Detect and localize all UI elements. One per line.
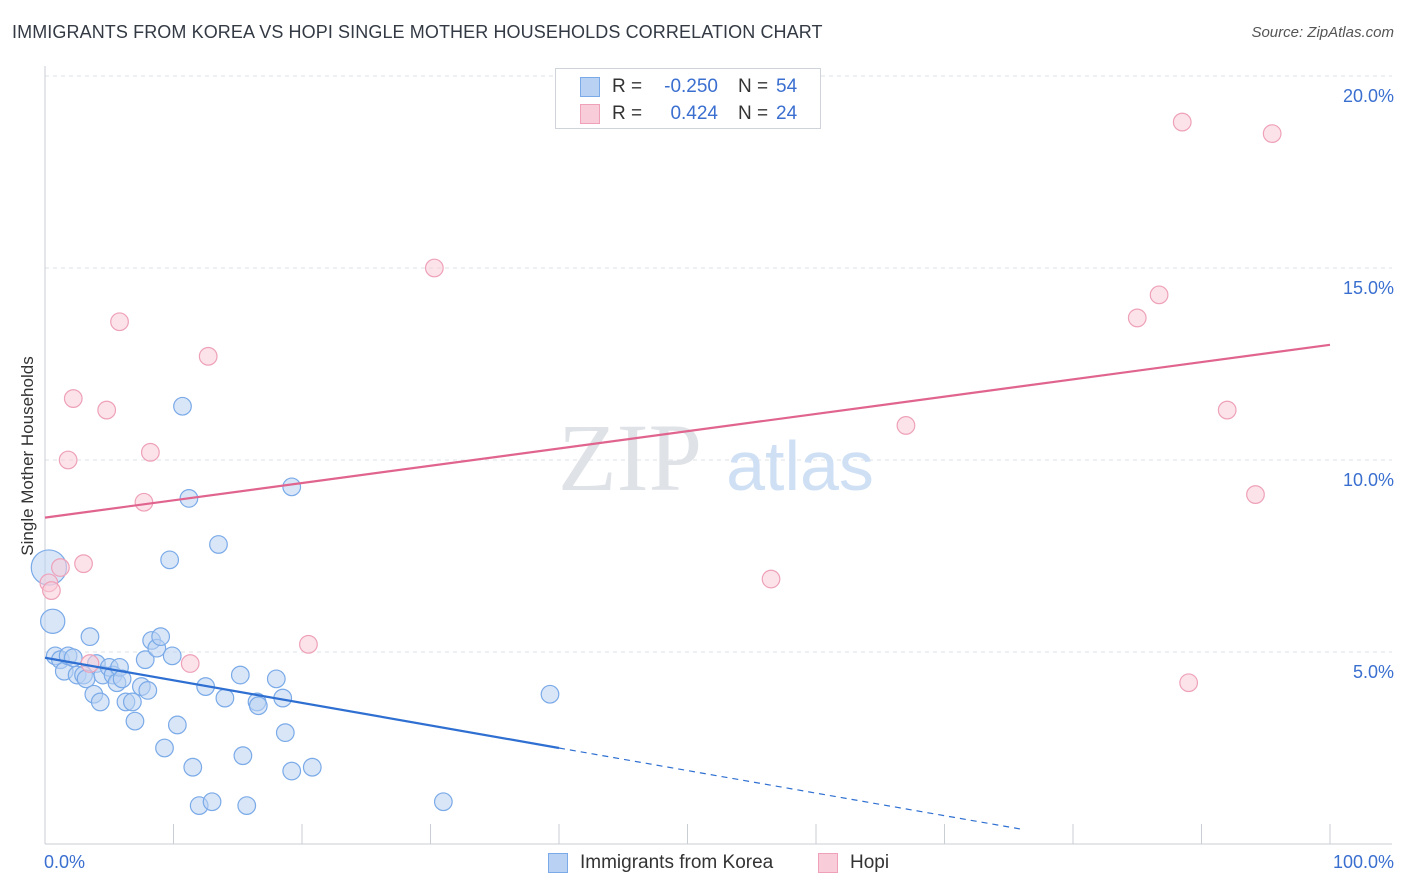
point-korea (160, 550, 180, 570)
point-hopi (1172, 112, 1192, 132)
point-hopi (1127, 308, 1147, 328)
point-hopi (1179, 673, 1199, 693)
series-swatch-korea (548, 853, 568, 873)
axes (44, 66, 1392, 845)
gridlines (45, 75, 1392, 653)
point-korea (90, 692, 110, 712)
watermark-atlas: atlas (726, 427, 874, 505)
point-hopi (1217, 400, 1237, 420)
point-korea (167, 715, 187, 735)
point-korea (138, 681, 158, 700)
series-swatch-hopi (818, 853, 838, 873)
y-tick-label: 15.0% (1342, 278, 1394, 298)
point-korea (209, 535, 228, 554)
point-korea (215, 688, 235, 708)
legend-swatch-hopi (580, 104, 600, 124)
point-hopi (97, 400, 117, 420)
point-korea (40, 608, 66, 634)
point-hopi (299, 634, 318, 654)
trend-line-korea-extension (558, 747, 1022, 830)
point-korea (302, 757, 322, 777)
point-korea (151, 627, 171, 647)
point-hopi (1262, 124, 1282, 144)
point-korea (80, 627, 100, 647)
y-tick-label: 20.0% (1342, 86, 1394, 106)
legend-r-label: R = (612, 103, 643, 124)
trend-line-hopi (44, 343, 1331, 519)
series-legend-hopi[interactable]: Hopi (818, 852, 889, 874)
point-korea (230, 665, 250, 685)
series-legend-korea[interactable]: Immigrants from Korea (548, 852, 773, 874)
point-korea (233, 746, 253, 766)
point-korea (162, 646, 182, 666)
point-korea (125, 711, 145, 731)
point-hopi (1149, 285, 1169, 305)
legend-row-korea: R = -0.250 N = 54 (580, 74, 797, 100)
y-tick-label: 5.0% (1352, 662, 1394, 682)
point-hopi (51, 558, 70, 577)
point-korea (282, 477, 302, 497)
series-name-hopi: Hopi (850, 852, 890, 873)
point-hopi (58, 450, 78, 470)
point-hopi (198, 346, 218, 366)
legend-r-value: 0.424 (670, 103, 718, 124)
point-korea (248, 696, 268, 716)
trend-line-korea (44, 656, 560, 750)
point-korea (112, 669, 132, 689)
chart-source: Source: ZipAtlas.com (1251, 24, 1394, 41)
point-korea (183, 757, 203, 777)
point-korea (275, 723, 295, 743)
point-korea (540, 684, 560, 704)
point-korea (433, 792, 453, 812)
legend-n-value: 24 (776, 103, 798, 124)
point-korea (173, 396, 192, 416)
point-hopi (140, 442, 160, 462)
legend-row-hopi: R = 0.424 N = 24 (580, 101, 797, 127)
point-hopi (761, 569, 781, 589)
point-hopi (180, 654, 200, 673)
data-points (30, 112, 1282, 815)
point-korea (155, 738, 174, 758)
legend-r-label: R = (612, 76, 643, 97)
legend-r-value: -0.250 (664, 76, 718, 97)
point-korea (282, 761, 302, 781)
point-hopi (1246, 485, 1265, 504)
point-hopi (110, 312, 129, 332)
watermark: ZIP atlas (558, 404, 874, 511)
point-hopi (42, 581, 61, 600)
legend-n-label: N = (738, 103, 769, 124)
chart-title: IMMIGRANTS FROM KOREA VS HOPI SINGLE MOT… (12, 22, 823, 42)
legend-n-value: 54 (776, 76, 798, 97)
legend-swatch-korea (580, 77, 600, 97)
series-legend: Immigrants from Korea Hopi (0, 852, 1406, 878)
x-tick-right: 100.0% (1332, 852, 1394, 872)
point-korea (202, 792, 222, 812)
point-hopi (424, 258, 444, 278)
y-tick-label: 10.0% (1342, 470, 1394, 490)
series-name-korea: Immigrants from Korea (580, 852, 774, 873)
watermark-zip: ZIP (558, 404, 702, 511)
point-korea (135, 650, 155, 670)
trend-lines (44, 343, 1331, 830)
point-hopi (896, 416, 916, 435)
correlation-legend: R = -0.250 N = 54 R = 0.424 N = 24 (555, 68, 821, 129)
x-tick-left: 0.0% (44, 852, 86, 872)
legend-n-label: N = (738, 76, 769, 97)
point-hopi (74, 554, 93, 574)
point-korea (122, 692, 142, 712)
point-korea (237, 796, 257, 815)
point-hopi (63, 389, 83, 408)
point-hopi (134, 492, 154, 512)
point-korea (266, 669, 286, 689)
